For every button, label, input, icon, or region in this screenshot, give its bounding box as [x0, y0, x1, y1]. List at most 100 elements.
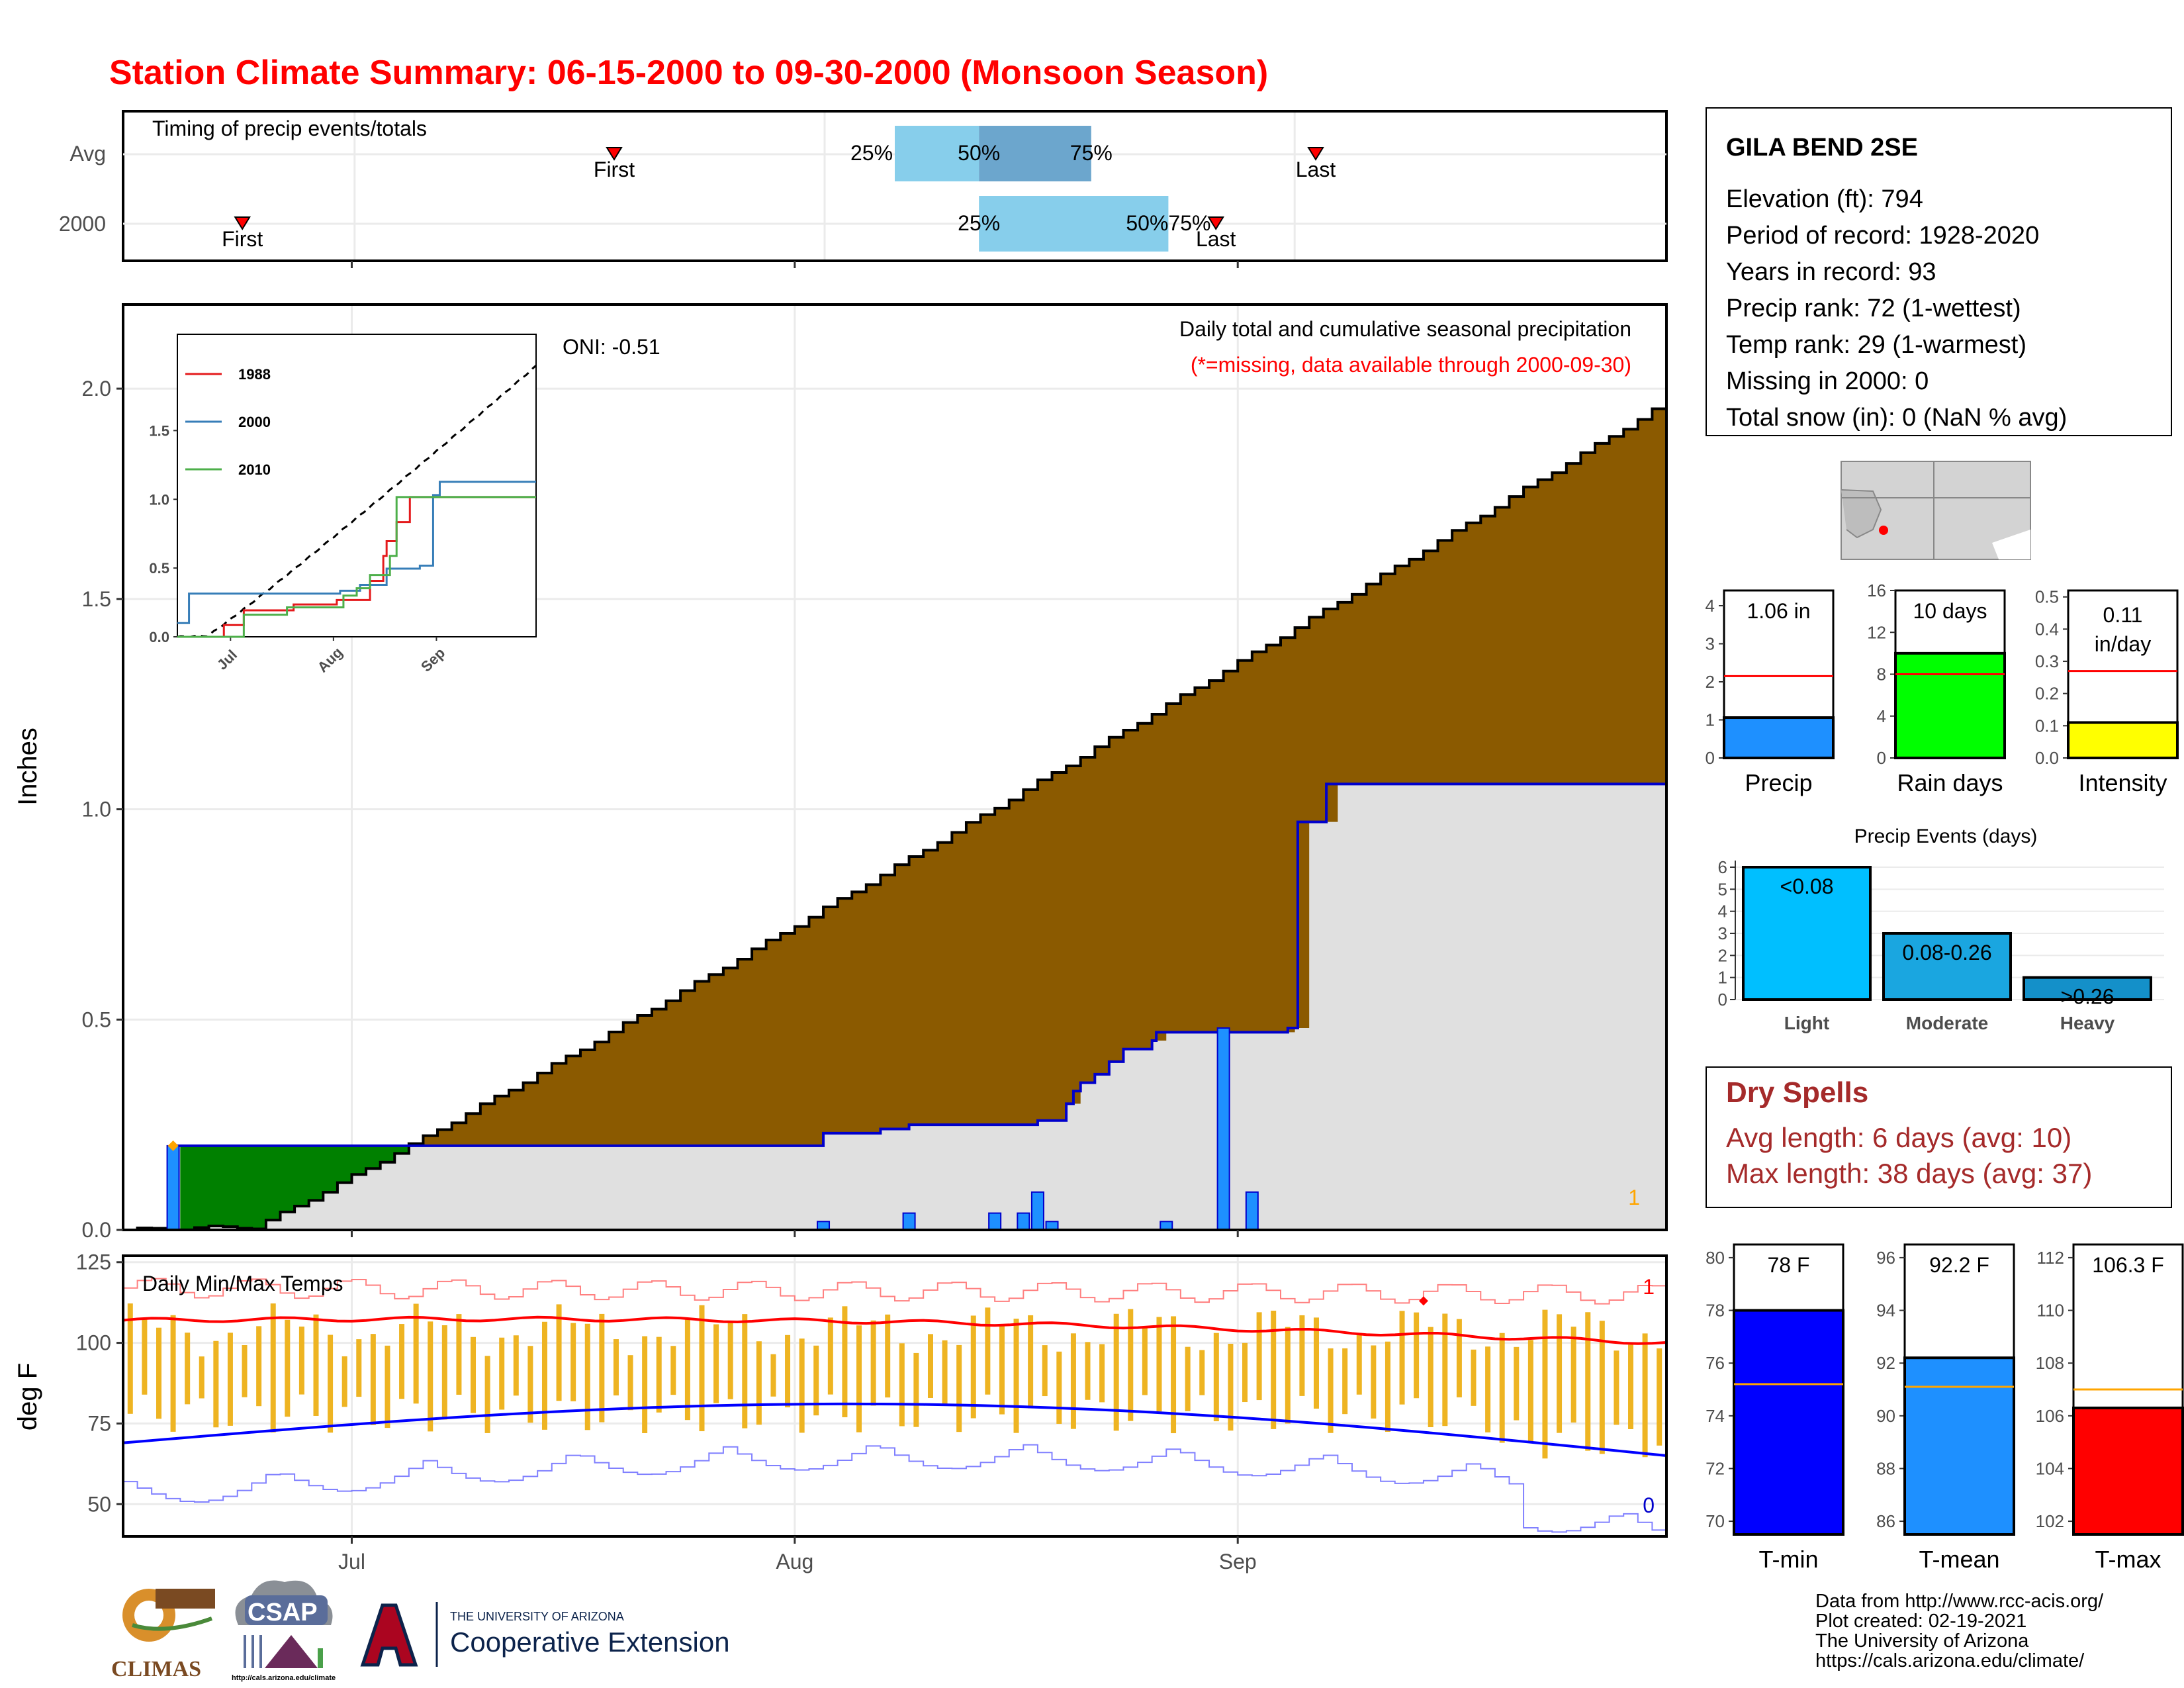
- panel-label: T-mean: [1919, 1546, 1999, 1573]
- y-tick-label: 1.5: [82, 587, 111, 611]
- y-tick-label: 2.0: [82, 377, 111, 400]
- daily-temp-bar: [341, 1356, 347, 1407]
- daily-temp-bar: [1171, 1316, 1177, 1434]
- y-tick-label: 76: [1706, 1353, 1725, 1373]
- y-tick-label: 86: [1876, 1511, 1895, 1531]
- 2000-last-label: Last: [1196, 227, 1236, 251]
- y-tick-label: 108: [2036, 1353, 2064, 1373]
- 2000-25-75-bar: [979, 196, 1169, 252]
- normal-low-line: [122, 1402, 1667, 1458]
- daily-temp-bar: [142, 1318, 148, 1395]
- daily-temp-bar: [927, 1334, 933, 1398]
- daily-temp-bar: [1471, 1349, 1477, 1406]
- daily-temp-bar: [1599, 1321, 1605, 1454]
- y-tick-label: 0.2: [2035, 684, 2059, 704]
- daily-temp-bar: [1499, 1333, 1505, 1443]
- daily-temp-bar: [1028, 1315, 1034, 1409]
- y-tick-label: 0.4: [2035, 619, 2059, 639]
- y-tick-label: 1.0: [82, 798, 111, 821]
- panel-label: T-min: [1759, 1546, 1819, 1573]
- y-tick-label: 12: [1867, 622, 1886, 642]
- daily-temp-bar: [170, 1315, 176, 1432]
- daily-temp-bar: [1185, 1346, 1191, 1411]
- daily-temp-bar: [242, 1344, 248, 1397]
- y-tick-label: 0.5: [2035, 587, 2059, 607]
- temp-missing-bottom: 0: [1643, 1493, 1655, 1517]
- missing-count: 1: [1628, 1186, 1640, 1209]
- y-tick-label: 96: [1876, 1248, 1895, 1268]
- daily-temp-bar: [1542, 1309, 1548, 1459]
- y-tick-label: 75: [87, 1411, 111, 1435]
- y-tick-label: 1: [1718, 968, 1727, 988]
- daily-temp-bar: [956, 1344, 962, 1432]
- panel-label: Precip: [1745, 769, 1812, 796]
- daily-temp-bar: [1242, 1342, 1248, 1403]
- daily-precip-bar: [1245, 1191, 1259, 1231]
- y-tick-label: 2: [1706, 672, 1715, 692]
- y-tick-label: 94: [1876, 1301, 1895, 1321]
- daily-temp-bar: [1113, 1313, 1119, 1431]
- daily-temp-bar: [1456, 1319, 1462, 1397]
- record-low-line: [123, 1444, 1667, 1536]
- y-tick-label: 0.0: [2035, 748, 2059, 768]
- daily-temp-bar: [870, 1320, 876, 1406]
- daily-temp-bar: [556, 1304, 562, 1401]
- station-line: Elevation (ft): 794: [1726, 185, 1923, 213]
- y-tick-label: 90: [1876, 1406, 1895, 1426]
- y-tick-label: 0: [1718, 990, 1727, 1009]
- daily-temp-bar: [842, 1306, 848, 1417]
- observed-cumulative-line: [123, 782, 1666, 1231]
- daily-temp-bar: [1085, 1342, 1091, 1400]
- precip-events-chart: Precip Events (days) 0 1 23 4 56 <0.08 Light 0.0…: [1718, 825, 2164, 1033]
- daily-temp-bar: [727, 1322, 733, 1399]
- daily-temp-bar: [1385, 1341, 1390, 1432]
- y-tick-label: 5: [1718, 879, 1727, 899]
- event-bar: [1742, 866, 1872, 1001]
- y-tick-label: 92: [1876, 1353, 1895, 1373]
- 2000-last-marker: [1207, 216, 1224, 230]
- summary-bar: [1894, 651, 2006, 759]
- daily-temp-bar: [1557, 1314, 1563, 1433]
- daily-temp-bar: [813, 1345, 819, 1416]
- daily-temp-bar: [513, 1335, 519, 1396]
- panel-label: Intensity: [2078, 769, 2167, 796]
- daily-temp-bar: [699, 1305, 705, 1432]
- avg-50-75-bar: [979, 126, 1091, 181]
- daily-temp-bar: [1213, 1333, 1219, 1422]
- daily-temp-bar: [156, 1327, 161, 1419]
- x-tick-label: Jul: [338, 1550, 365, 1573]
- daily-temp-bar: [456, 1314, 462, 1395]
- y-tick-label: 0: [1877, 748, 1886, 768]
- precip-title: Daily total and cumulative seasonal prec…: [1179, 317, 1631, 341]
- daily-temp-bar: [885, 1314, 891, 1398]
- footer-line: Plot created: 02-19-2021: [1815, 1611, 2026, 1632]
- climas-text: CLIMAS: [111, 1657, 201, 1681]
- avg-p50-label: 50%: [958, 141, 1000, 165]
- legend-label: 2000: [238, 414, 271, 430]
- summary-bar: [2072, 1406, 2184, 1536]
- observed-area: [123, 784, 1666, 1230]
- avg-last-label: Last: [1296, 158, 1336, 181]
- daily-temp-bar: [1328, 1348, 1334, 1433]
- daily-temp-bar: [1514, 1346, 1520, 1421]
- y-tick-label: 3: [1706, 634, 1715, 654]
- y-tick-label: 88: [1876, 1458, 1895, 1478]
- daily-temp-bar: [713, 1324, 719, 1403]
- timing-panel: Timing of precip events/totals Avg 2000 …: [59, 110, 1668, 268]
- daily-temp-bar: [913, 1352, 919, 1427]
- y-tick-label: 0.1: [2035, 716, 2059, 735]
- daily-temp-bar: [627, 1355, 633, 1411]
- y-tick-label: 50: [87, 1492, 111, 1516]
- daily-temp-bar: [942, 1340, 948, 1405]
- inset-y-tick-label: 1.5: [149, 422, 169, 439]
- avg-p75-label: 75%: [1070, 141, 1113, 165]
- y-tick-label: 110: [2037, 1301, 2064, 1321]
- daily-temp-bar: [1342, 1348, 1348, 1415]
- value-label: 1.06 in: [1747, 599, 1810, 623]
- timing-row-avg: Avg: [69, 142, 106, 165]
- daily-temp-bar: [799, 1338, 805, 1433]
- daily-precip-bar: [1017, 1212, 1030, 1231]
- daily-temp-bar: [1570, 1327, 1576, 1423]
